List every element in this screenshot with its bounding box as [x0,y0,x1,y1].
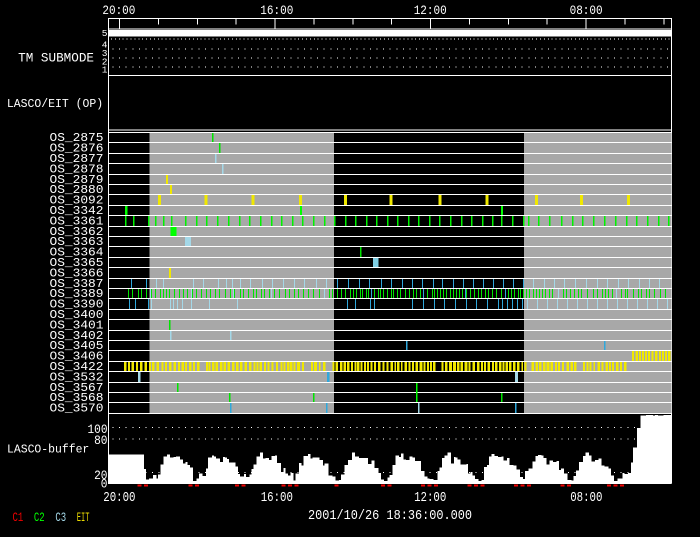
svg-text:4: 4 [102,39,108,50]
svg-text:OS_3567: OS_3567 [50,381,104,395]
svg-text:OS_3406: OS_3406 [50,349,104,363]
svg-text:1: 1 [102,64,108,75]
svg-text:20: 20 [94,468,107,483]
svg-text:20:00: 20:00 [102,4,135,18]
svg-text:OS_3401: OS_3401 [50,318,104,332]
svg-text:OS_3389: OS_3389 [50,287,104,301]
svg-text:OS_3366: OS_3366 [50,266,104,280]
svg-text:12:00: 12:00 [414,4,447,18]
svg-text:OS_2875: OS_2875 [50,131,104,145]
svg-text:LASCO/EIT (OP): LASCO/EIT (OP) [7,98,103,111]
svg-text:08:00: 08:00 [570,4,603,18]
svg-text:OS_2877: OS_2877 [50,152,104,166]
svg-text:OS_2879: OS_2879 [50,173,104,187]
svg-text:OS_3361: OS_3361 [50,214,104,228]
svg-text:OS_3422: OS_3422 [50,360,104,374]
svg-text:3: 3 [102,48,108,59]
svg-text:08:00: 08:00 [570,490,602,506]
svg-text:C3: C3 [55,511,66,525]
svg-text:OS_2876: OS_2876 [50,141,104,155]
svg-text:OS_3400: OS_3400 [50,308,104,322]
svg-text:OS_2878: OS_2878 [50,162,104,176]
svg-text:20:00: 20:00 [103,490,135,506]
svg-text:OS_3532: OS_3532 [50,370,104,384]
svg-text:16:00: 16:00 [261,490,293,506]
svg-text:OS_3342: OS_3342 [50,204,104,218]
svg-text:C2: C2 [34,511,45,525]
svg-text:OS_3363: OS_3363 [50,235,104,249]
svg-text:2001/10/26 18:36:00.000: 2001/10/26 18:36:00.000 [308,508,472,524]
svg-text:100: 100 [88,422,108,437]
svg-text:OS_3390: OS_3390 [50,297,104,311]
svg-text:TM SUBMODE: TM SUBMODE [18,51,94,65]
svg-text:16:00: 16:00 [260,4,293,18]
svg-text:2: 2 [102,57,108,68]
svg-text:12:00: 12:00 [414,490,446,506]
svg-text:0: 0 [101,477,108,492]
svg-text:OS_3365: OS_3365 [50,256,104,270]
svg-text:OS_3570: OS_3570 [50,401,104,415]
svg-text:OS_3387: OS_3387 [50,277,104,291]
svg-text:OS_3402: OS_3402 [50,329,104,343]
svg-text:C1: C1 [13,511,24,525]
svg-text:EIT: EIT [77,511,90,525]
svg-text:5: 5 [102,28,108,39]
svg-text:OS_3405: OS_3405 [50,339,104,353]
svg-text:OS_3362: OS_3362 [50,225,104,239]
svg-text:LASCO-buffer: LASCO-buffer [7,444,89,457]
svg-text:OS_3364: OS_3364 [50,245,104,259]
svg-text:OS_3092: OS_3092 [50,193,104,207]
svg-text:OS_2880: OS_2880 [50,183,104,197]
svg-text:80: 80 [94,433,107,448]
svg-text:OS_3568: OS_3568 [50,391,104,405]
